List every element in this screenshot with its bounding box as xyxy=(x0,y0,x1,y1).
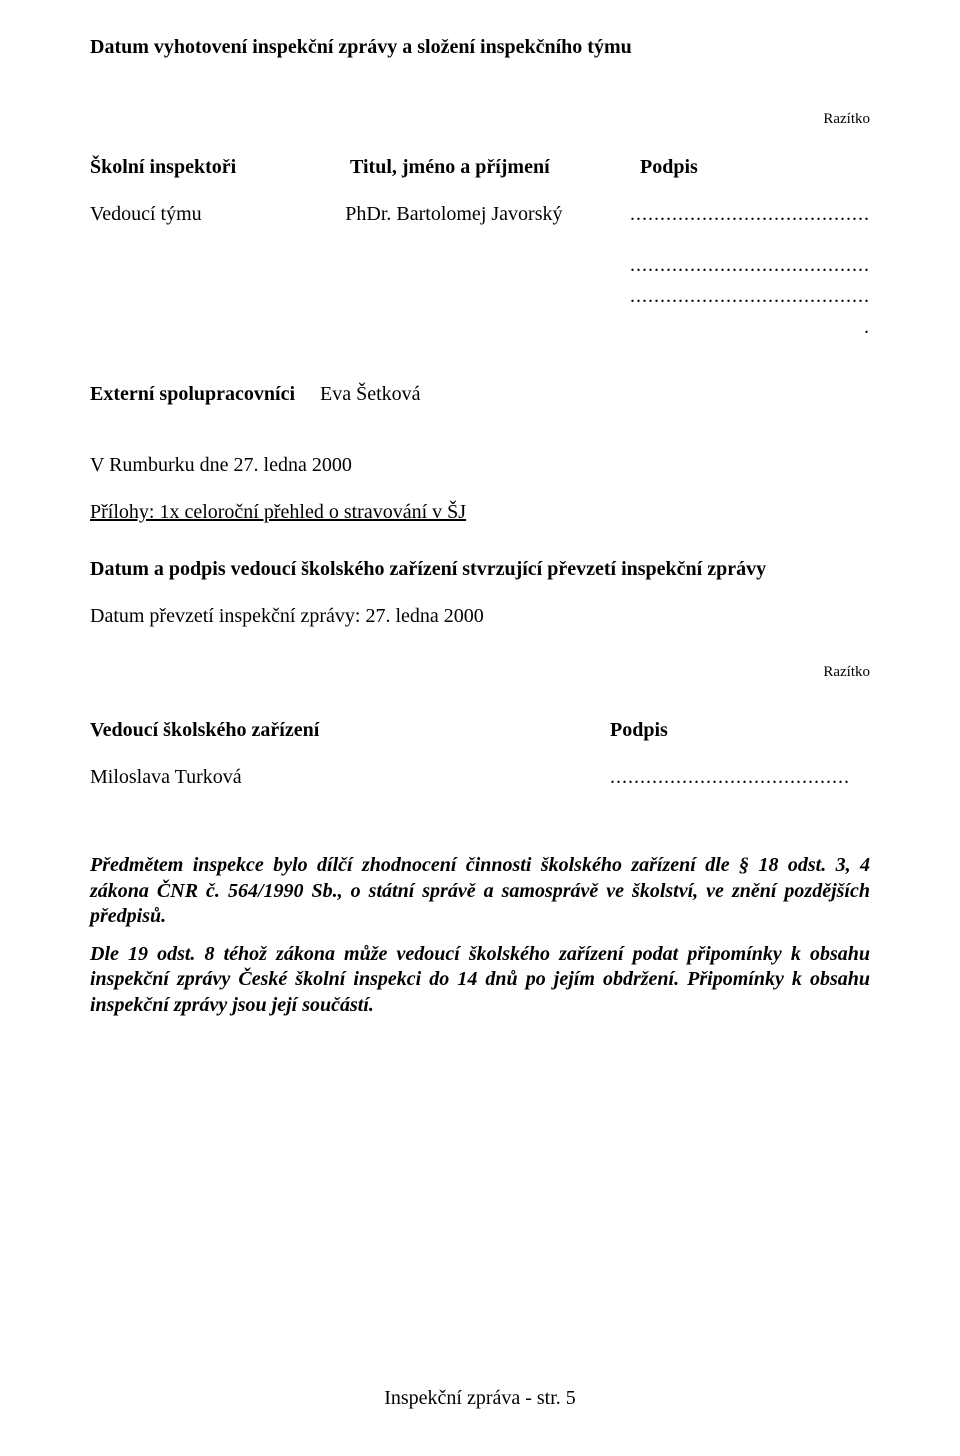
place-and-date: V Rumburku dne 27. ledna 2000 xyxy=(90,454,870,477)
stamp-label-mid: Razítko xyxy=(90,664,870,681)
external-collaborators-row: Externí spolupracovníci Eva Šetková xyxy=(90,383,870,406)
inspectors-row1-col1: Vedoucí týmu xyxy=(90,203,345,226)
head-name-row: Miloslava Turková ......................… xyxy=(90,766,870,789)
head-label: Vedoucí školského zařízení xyxy=(90,719,610,742)
head-header-row: Vedoucí školského zařízení Podpis xyxy=(90,719,870,742)
head-name: Miloslava Turková xyxy=(90,766,610,789)
attachments-line: Přílohy: 1x celoroční přehled o stravová… xyxy=(90,501,870,524)
page-title: Datum vyhotovení inspekční zprávy a slož… xyxy=(90,36,870,59)
page-footer: Inspekční zpráva - str. 5 xyxy=(0,1387,960,1410)
inspectors-row1-col2: PhDr. Bartolomej Javorský xyxy=(345,203,630,226)
head-signature-line: ........................................ xyxy=(610,766,870,789)
legal-paragraph-2: Dle 19 odst. 8 téhož zákona může vedoucí… xyxy=(90,942,870,1019)
stamp-label-top: Razítko xyxy=(90,111,870,128)
receipt-date: Datum převzetí inspekční zprávy: 27. led… xyxy=(90,605,870,628)
external-label: Externí spolupracovníci xyxy=(90,383,295,405)
inspectors-header-row: Školní inspektoři Titul, jméno a příjmen… xyxy=(90,156,870,179)
inspectors-header-col2: Titul, jméno a příjmení xyxy=(350,156,640,179)
inspectors-header-col3: Podpis xyxy=(640,156,870,179)
inspectors-row-1: Vedoucí týmu PhDr. Bartolomej Javorský .… xyxy=(90,203,870,226)
legal-paragraph-1: Předmětem inspekce bylo dílčí zhodnocení… xyxy=(90,853,870,930)
external-name: Eva Šetková xyxy=(320,383,421,405)
attachments-text: Přílohy: 1x celoroční přehled o stravová… xyxy=(90,501,466,523)
head-signature-label: Podpis xyxy=(610,719,870,742)
extra-signature-lines: ........................................… xyxy=(90,250,870,343)
inspectors-header-col1: Školní inspektoři xyxy=(90,156,350,179)
inspectors-row1-signature-line: ........................................ xyxy=(630,203,870,226)
document-page: Datum vyhotovení inspekční zprávy a slož… xyxy=(0,0,960,1456)
confirmation-heading: Datum a podpis vedoucí školského zařízen… xyxy=(90,558,870,581)
